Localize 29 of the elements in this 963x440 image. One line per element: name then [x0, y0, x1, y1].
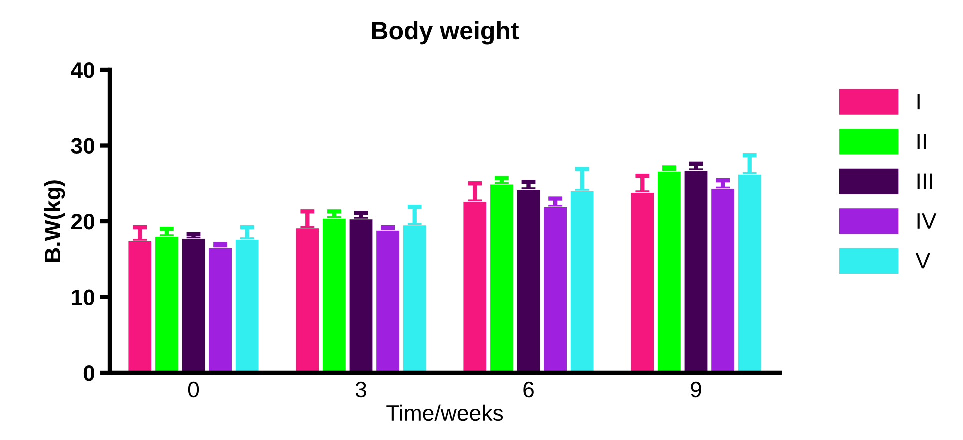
- x-axis-title: Time/weeks: [386, 404, 504, 422]
- bar: [630, 192, 655, 373]
- legend-label: V: [916, 253, 930, 269]
- bar: [543, 206, 568, 373]
- y-axis-title: B.W(kg): [44, 180, 66, 262]
- y-tick-label: 40: [71, 62, 95, 78]
- y-tick-label: 20: [71, 214, 95, 230]
- y-tick-label: 30: [71, 138, 95, 154]
- x-tick-label: 9: [691, 382, 702, 398]
- bar: [402, 224, 427, 373]
- legend-label: I: [918, 94, 920, 110]
- legend-label: II: [918, 134, 926, 150]
- x-tick-label: 6: [524, 382, 534, 398]
- bar: [516, 189, 541, 373]
- x-tick-label: 0: [188, 382, 200, 398]
- bar: [349, 218, 374, 373]
- bar: [154, 236, 180, 373]
- bar: [463, 201, 488, 373]
- y-tick-label: 0: [84, 366, 95, 382]
- y-tick-label: 10: [72, 290, 95, 306]
- x-tick-label: 3: [356, 382, 366, 398]
- bar: [235, 239, 260, 373]
- bar: [570, 190, 594, 373]
- legend-label: III: [918, 174, 932, 190]
- legend-label: IV: [918, 214, 937, 229]
- bar: [296, 228, 320, 373]
- bar: [684, 170, 708, 373]
- bar: [128, 240, 152, 373]
- chart-title: Body weight: [372, 21, 520, 45]
